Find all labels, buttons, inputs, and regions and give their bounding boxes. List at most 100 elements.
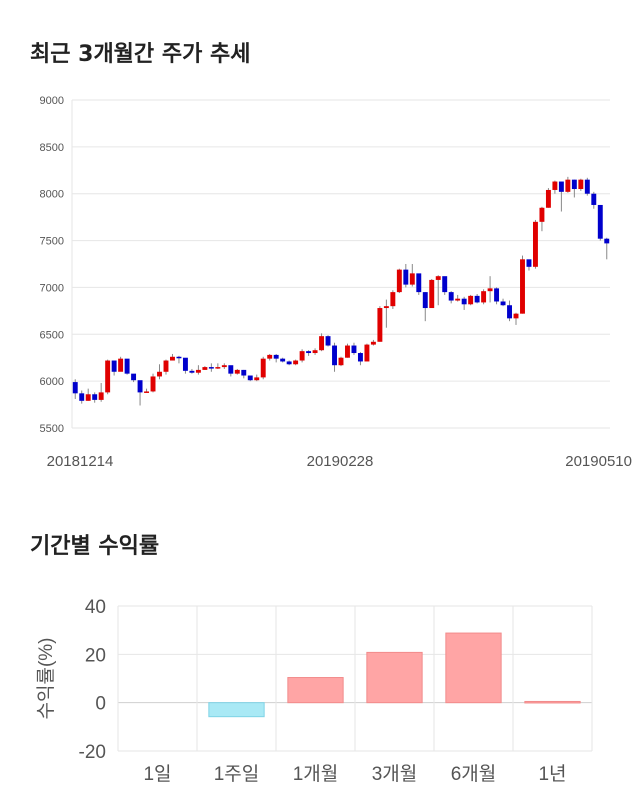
candle-body bbox=[254, 377, 260, 381]
price-x-tick-label: 20190510 bbox=[565, 453, 632, 470]
price-y-tick-label: 5500 bbox=[40, 423, 64, 435]
candle-body bbox=[306, 351, 312, 354]
candle-body bbox=[578, 179, 584, 190]
return-y-tick-label: -20 bbox=[79, 742, 106, 763]
price-y-tick-label: 8000 bbox=[40, 189, 64, 201]
candle-body bbox=[319, 336, 325, 351]
candle-body bbox=[131, 373, 137, 381]
return-x-tick-label: 1주일 bbox=[214, 763, 260, 785]
candle-body bbox=[241, 369, 247, 376]
return-y-tick-label: 0 bbox=[95, 694, 106, 715]
candle-body bbox=[474, 295, 480, 303]
candle-body bbox=[416, 273, 422, 293]
price-chart: 5500 6000 6500 7000 7500 8000 8500 9000 20181214… bbox=[40, 95, 632, 470]
candle-body bbox=[487, 288, 493, 292]
price-y-tick-label: 8500 bbox=[40, 142, 64, 154]
price-x-tick-label: 20190228 bbox=[307, 453, 374, 470]
candle-body bbox=[332, 345, 337, 366]
candle-body bbox=[98, 392, 104, 400]
candle-body bbox=[351, 345, 357, 354]
candle-body bbox=[552, 181, 558, 190]
return-x-tick-label: 1년 bbox=[538, 763, 566, 785]
price-y-tick-label: 6500 bbox=[40, 329, 64, 341]
candle-body bbox=[228, 365, 234, 374]
candle-body bbox=[170, 356, 175, 361]
return-y-axis-label: 수익률(%) bbox=[35, 638, 57, 720]
candle-body bbox=[390, 292, 396, 307]
price-y-tick-label: 6000 bbox=[40, 376, 64, 388]
return-y-tick-label: 40 bbox=[85, 597, 106, 618]
price-y-tick-label: 7000 bbox=[40, 282, 64, 294]
price-y-tick-label: 9000 bbox=[40, 95, 64, 107]
return-chart-title: 기간별 수익률 bbox=[30, 534, 160, 559]
candle-body bbox=[364, 344, 370, 362]
return-y-tick-label: 20 bbox=[85, 645, 106, 666]
candle-body bbox=[189, 370, 195, 373]
price-chart-title: 최근 3개월간 주가 추세 bbox=[30, 42, 251, 67]
return-bar bbox=[524, 700, 581, 704]
candle-body bbox=[338, 357, 344, 366]
return-bar bbox=[208, 702, 265, 718]
candle-body bbox=[481, 291, 487, 303]
candle-body bbox=[526, 259, 532, 267]
return-x-tick-label: 6개월 bbox=[451, 763, 497, 785]
candle-body bbox=[403, 269, 409, 285]
candle-body bbox=[370, 341, 376, 345]
candle-body bbox=[72, 382, 78, 394]
candle-body bbox=[345, 345, 350, 358]
candle-body bbox=[396, 269, 402, 293]
candle-body bbox=[105, 360, 111, 393]
candle-body bbox=[539, 207, 545, 222]
candle-body bbox=[215, 367, 221, 369]
return-x-tick-label: 1일 bbox=[143, 763, 171, 785]
candle-body bbox=[157, 371, 162, 377]
candle-body bbox=[202, 367, 208, 370]
return-bar bbox=[366, 651, 423, 704]
candle-body bbox=[299, 351, 305, 361]
return-x-tick-label: 1개월 bbox=[293, 763, 339, 785]
candle-body bbox=[532, 221, 538, 267]
candle-body bbox=[558, 181, 564, 192]
candle-body bbox=[208, 367, 214, 369]
candle-body bbox=[435, 276, 441, 280]
return-bar bbox=[445, 632, 502, 704]
candle-body bbox=[286, 361, 292, 365]
return-bar bbox=[287, 677, 344, 704]
price-x-tick-label: 20181214 bbox=[47, 453, 114, 470]
candle-body bbox=[422, 292, 428, 309]
candle-body bbox=[468, 295, 474, 305]
candle-body bbox=[461, 298, 467, 305]
price-y-tick-label: 7500 bbox=[40, 236, 64, 248]
candle-body bbox=[604, 238, 610, 244]
candle-body bbox=[92, 394, 98, 400]
candle-body bbox=[79, 393, 85, 401]
candle-body bbox=[221, 365, 227, 368]
candle-body bbox=[273, 354, 279, 359]
candle-body bbox=[571, 179, 577, 190]
candle-body bbox=[111, 360, 117, 372]
candle-body bbox=[597, 204, 603, 239]
candle-body bbox=[312, 350, 318, 354]
candle-body bbox=[260, 358, 266, 378]
candle-body bbox=[429, 279, 435, 309]
candle-body bbox=[176, 356, 182, 359]
candle-body bbox=[377, 308, 383, 342]
candle-body bbox=[182, 357, 188, 371]
candle-body bbox=[565, 179, 571, 192]
candle-body bbox=[383, 306, 389, 309]
candle-body bbox=[584, 179, 590, 194]
candle-body bbox=[545, 189, 551, 208]
candle-body bbox=[247, 375, 253, 381]
candle-body bbox=[144, 391, 150, 393]
candle-body bbox=[85, 394, 91, 401]
candle-body bbox=[357, 353, 363, 362]
candle-body bbox=[195, 369, 201, 373]
candle-body bbox=[494, 288, 500, 302]
candle-body bbox=[234, 369, 240, 374]
candle-body bbox=[137, 380, 143, 393]
candle-body bbox=[325, 336, 331, 346]
candle-body bbox=[507, 305, 512, 319]
candle-body bbox=[500, 301, 506, 306]
candle-body bbox=[280, 358, 286, 362]
